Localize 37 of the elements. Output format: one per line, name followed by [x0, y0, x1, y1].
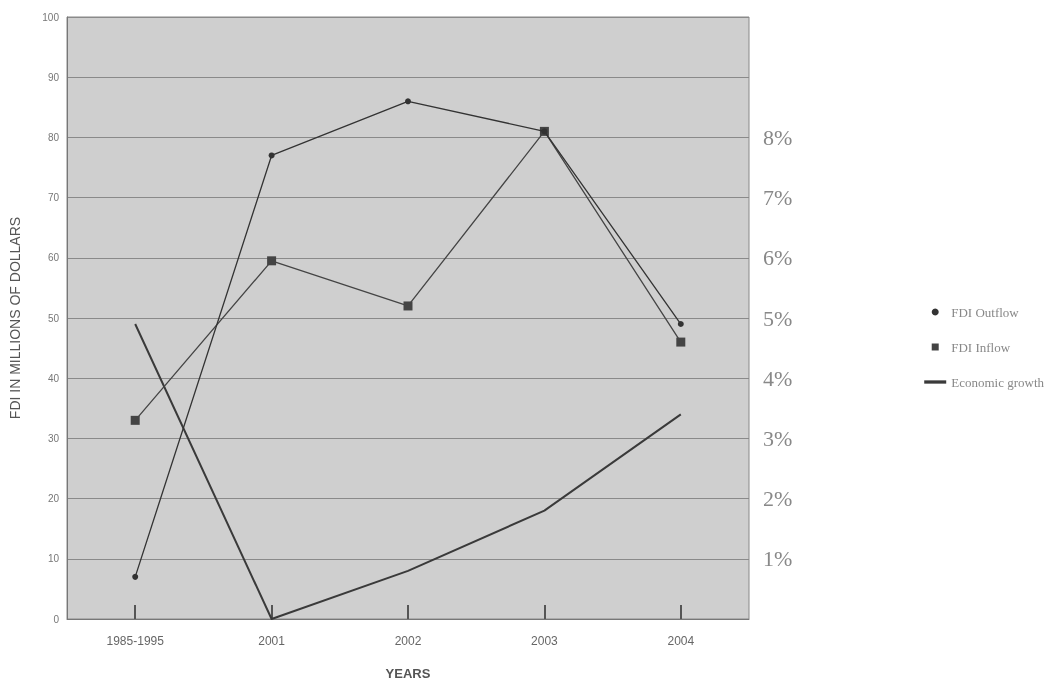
y-tick-label: 20 [47, 493, 60, 505]
y-tick-label: 70 [47, 192, 60, 204]
y-tick-label: 100 [42, 11, 60, 23]
point [267, 256, 277, 266]
y-tick-label: 80 [47, 131, 60, 143]
y2-tick-label: 8% [763, 124, 793, 150]
x-tick-label: 2002 [394, 634, 422, 648]
point [676, 337, 686, 347]
y2-tick-label: 7% [763, 185, 793, 211]
y-tick-label: 60 [47, 252, 60, 264]
y-axis-title: FDI IN MILLIONS OF DOLLARS [7, 216, 23, 420]
x-axis-title: YEARS [385, 666, 431, 681]
y-tick-label: 30 [47, 432, 60, 444]
y2-tick-label: 1% [763, 546, 793, 572]
legend-label: Economic growth [951, 374, 1045, 390]
y-tick-label: 40 [47, 372, 60, 384]
x-tick-label: 1985-1995 [106, 634, 165, 648]
point [130, 415, 140, 425]
y-tick-label: 50 [47, 312, 60, 324]
y2-tick-label: 5% [763, 305, 793, 331]
x-tick-label: 2004 [667, 634, 695, 648]
point [403, 301, 413, 311]
y-tick-label: 10 [47, 553, 60, 565]
y2-tick-label: 3% [763, 425, 793, 451]
y-tick-label: 0 [53, 613, 60, 625]
y2-tick-label: 2% [763, 486, 793, 512]
y2-tick-label: 4% [763, 365, 793, 391]
legend-label: FDI Outflow [951, 304, 1020, 320]
y-tick-label: 90 [47, 71, 60, 83]
point [132, 573, 139, 580]
x-tick-label: 2003 [531, 634, 559, 648]
legend-label: FDI Inflow [951, 339, 1011, 355]
x-tick-label: 2001 [258, 634, 286, 648]
point [268, 152, 275, 159]
point [677, 321, 684, 328]
point [405, 98, 411, 105]
y2-tick-label: 6% [763, 245, 793, 271]
